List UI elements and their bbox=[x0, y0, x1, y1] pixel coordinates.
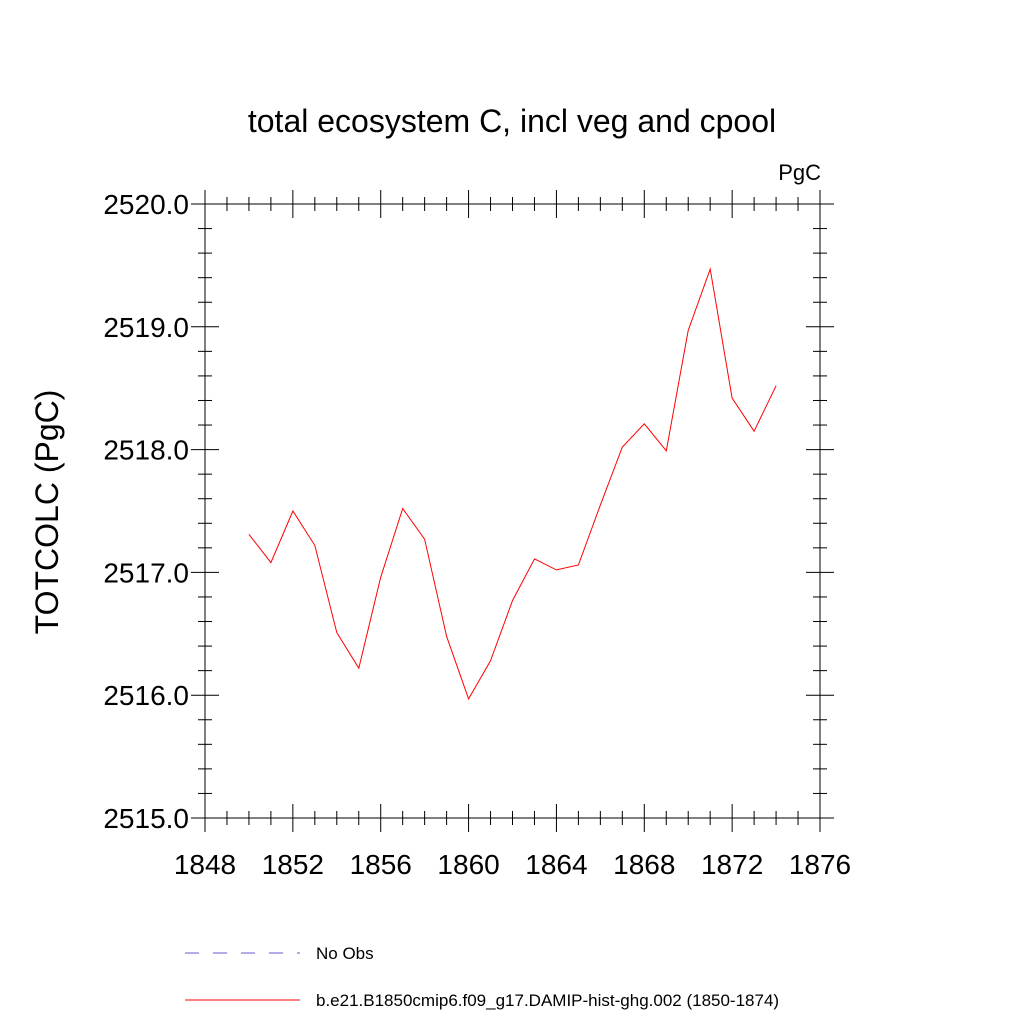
plot-frame bbox=[204, 203, 821, 819]
legend: No Obs b.e21.B1850cmip6.f09_g17.DAMIP-hi… bbox=[185, 944, 779, 1010]
units-label: PgC bbox=[778, 160, 821, 185]
x-tick-label: 1864 bbox=[525, 849, 587, 880]
y-tick-labels: 2515.0 2516.0 2517.0 2518.0 2519.0 2520.0 bbox=[103, 189, 189, 834]
y-tick-label: 2518.0 bbox=[103, 435, 189, 466]
chart-title: total ecosystem C, incl veg and cpool bbox=[248, 103, 776, 139]
y-tick-label: 2515.0 bbox=[103, 803, 189, 834]
x-tick-label: 1848 bbox=[174, 849, 236, 880]
x-tick-label: 1876 bbox=[789, 849, 851, 880]
y-axis-label: TOTCOLC (PgC) bbox=[29, 390, 65, 635]
x-tick-label: 1856 bbox=[350, 849, 412, 880]
x-tick-label: 1872 bbox=[701, 849, 763, 880]
x-tick-label: 1860 bbox=[437, 849, 499, 880]
y-tick-label: 2517.0 bbox=[103, 557, 189, 588]
x-tick-label: 1868 bbox=[613, 849, 675, 880]
tick-marks bbox=[191, 190, 834, 832]
y-tick-label: 2520.0 bbox=[103, 189, 189, 220]
y-tick-label: 2519.0 bbox=[103, 312, 189, 343]
x-tick-label: 1852 bbox=[262, 849, 324, 880]
y-tick-label: 2516.0 bbox=[103, 680, 189, 711]
legend-label-no-obs: No Obs bbox=[316, 944, 374, 963]
series-layer bbox=[248, 267, 777, 701]
x-tick-labels: 1848 1852 1856 1860 1864 1868 1872 1876 bbox=[174, 849, 851, 880]
legend-label-model-run: b.e21.B1850cmip6.f09_g17.DAMIP-hist-ghg.… bbox=[316, 991, 779, 1010]
series-line bbox=[248, 267, 777, 701]
